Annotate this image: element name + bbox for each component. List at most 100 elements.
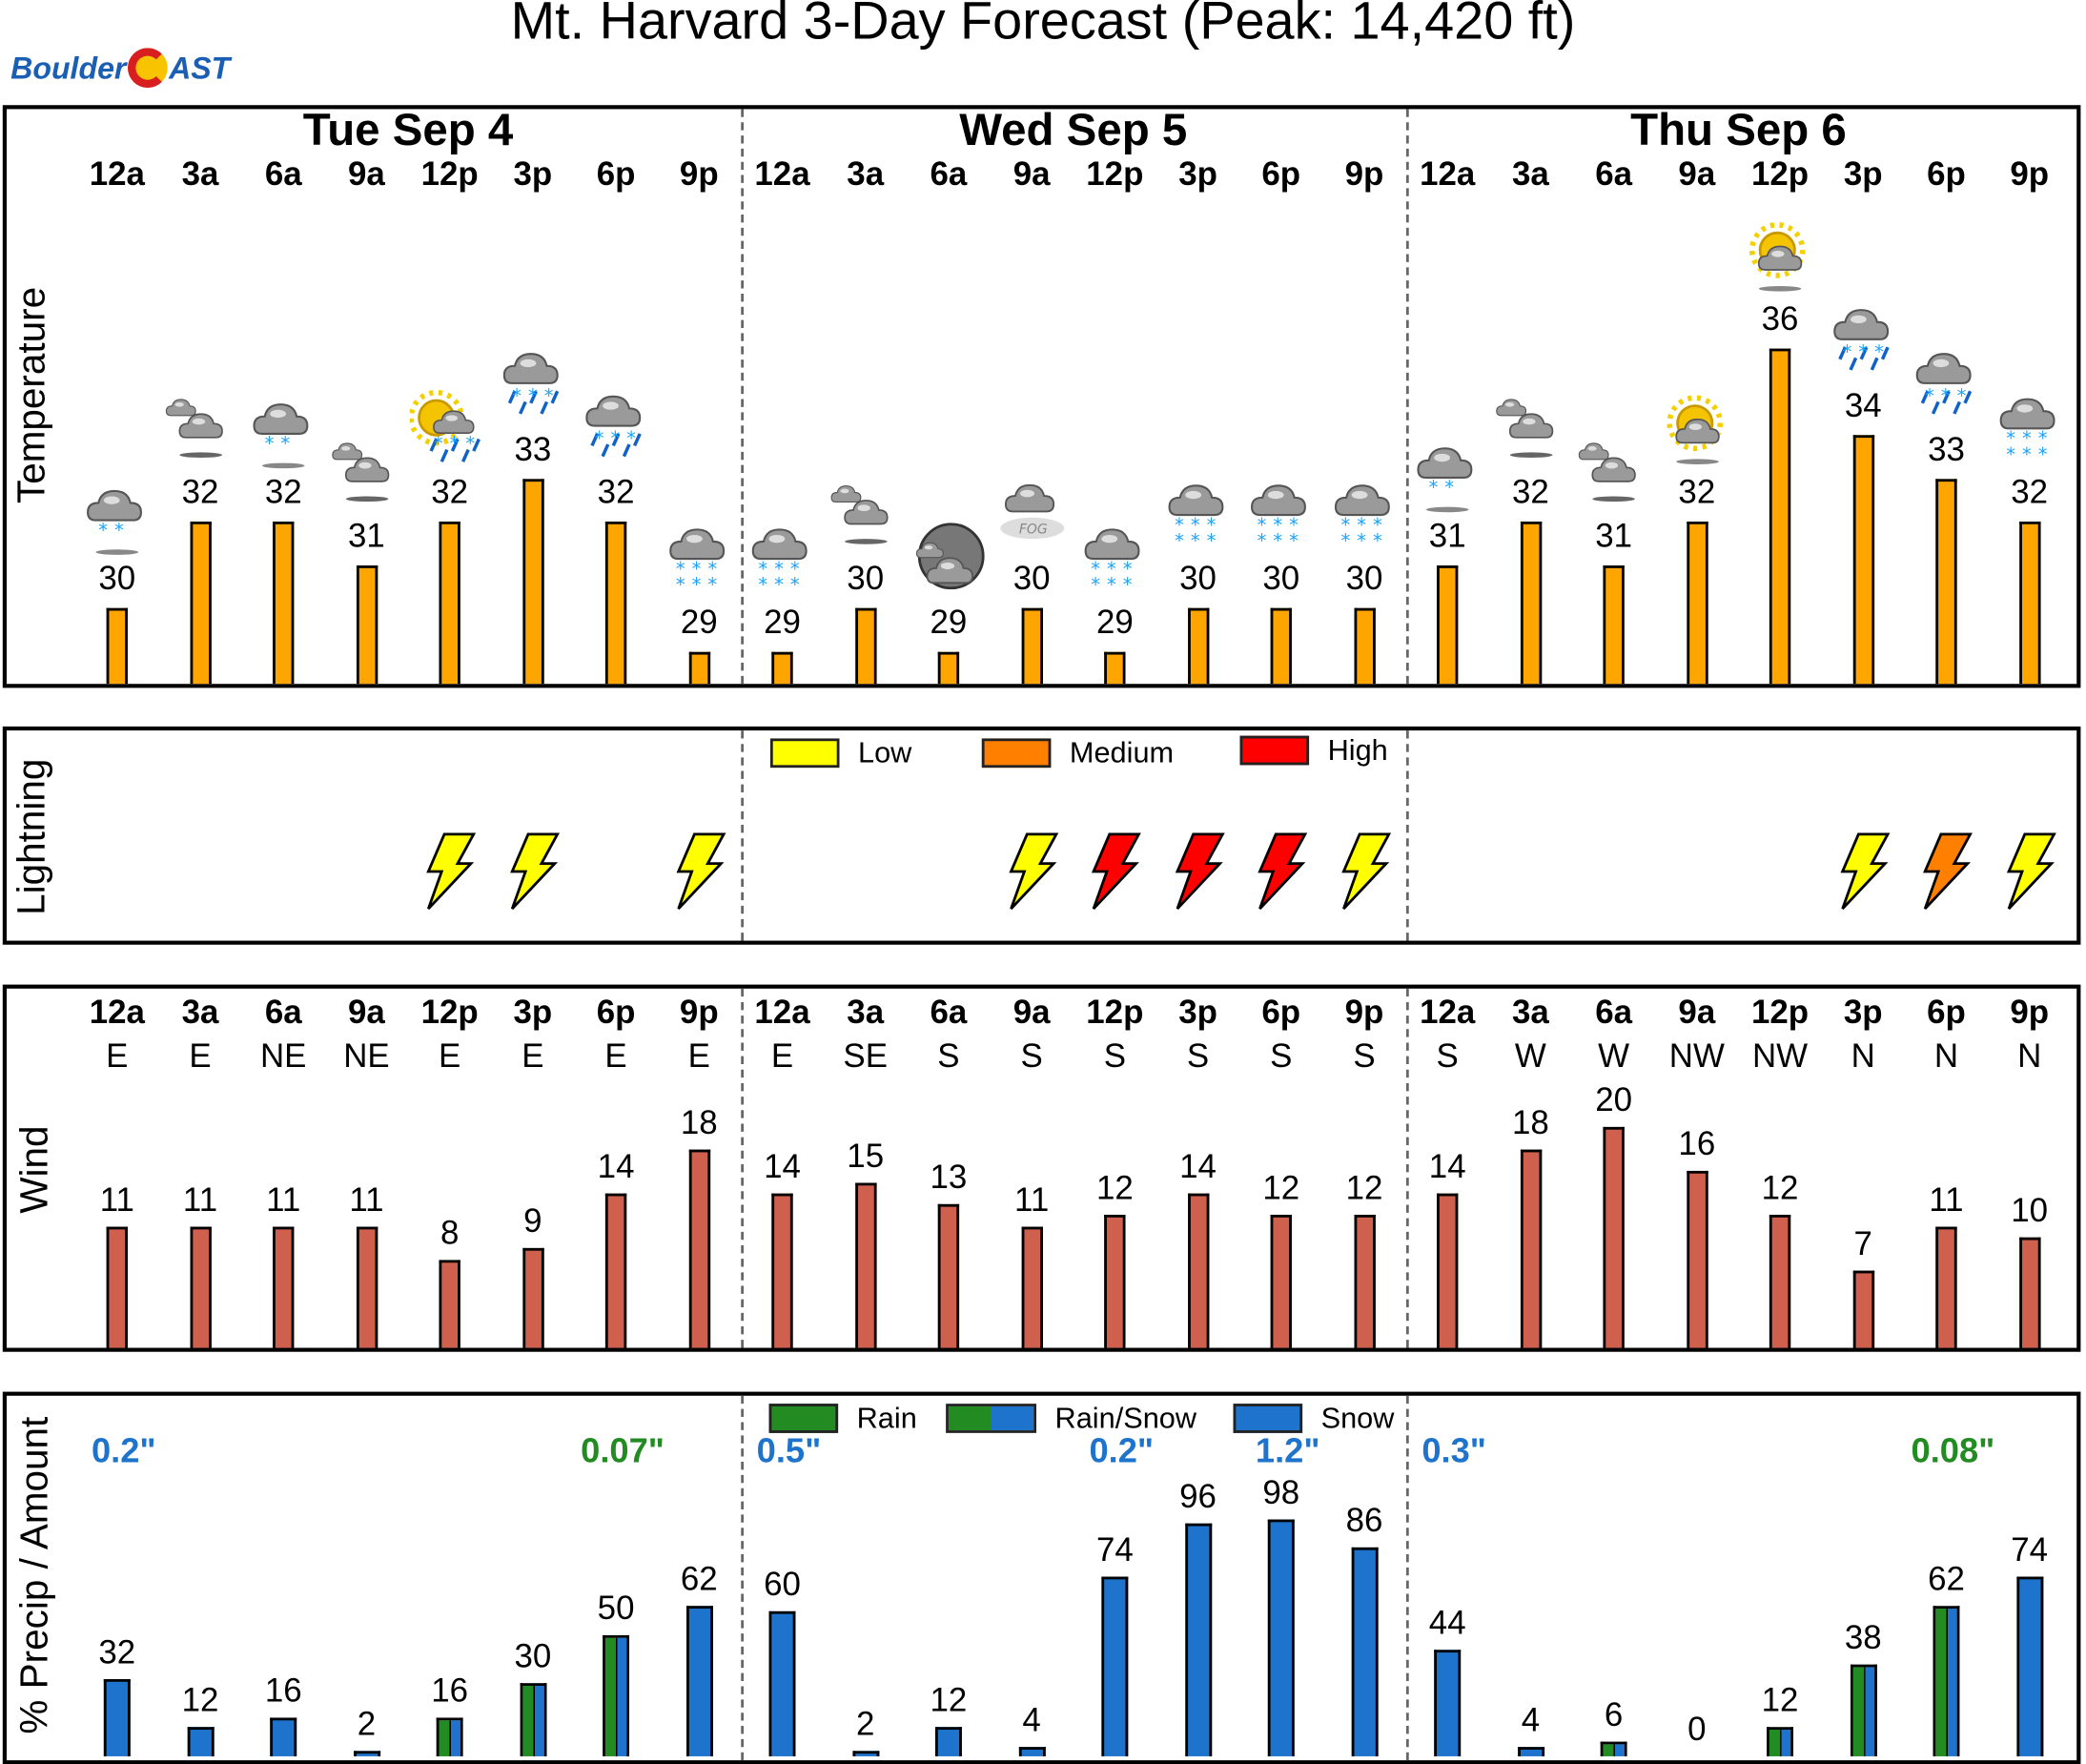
wind-bar [1187,1193,1209,1348]
snow-icon: * * * * * * [1990,389,2070,478]
temperature-value: 32 [1678,473,1716,512]
wind-value: 11 [182,1180,218,1219]
precip-axis-label: % Precip / Amount [13,1416,57,1734]
legend-swatch-medium [981,738,1052,769]
temperature-value: 32 [2011,473,2049,512]
hour-label: 6p [1927,155,1966,194]
snow-icon: * * * * * * [659,519,739,607]
wind-direction: E [189,1037,212,1076]
wind-bar [854,1181,876,1348]
lightning-bolt-low-icon [423,831,477,918]
precip-bar-snow [851,1751,879,1756]
svg-text:*: * [691,573,701,595]
precip-value: 12 [1761,1682,1799,1720]
day-label: Tue Sep 4 [302,105,514,156]
precip-value: 4 [1521,1701,1541,1739]
svg-text:*: * [610,427,620,449]
precip-value: 4 [1022,1701,1041,1739]
day-divider [1405,988,1409,1348]
svg-text:*: * [1107,573,1116,595]
svg-text:*: * [790,557,800,579]
svg-text:*: * [1190,530,1199,552]
day-divider [741,730,745,941]
temperature-value: 31 [1595,517,1633,555]
precip-bar-snow [768,1610,796,1756]
svg-text:*: * [1372,530,1381,552]
hour-label: 12p [1750,994,1810,1032]
wind-bar [1520,1149,1542,1348]
hour-label: 6a [930,994,968,1032]
svg-text:*: * [691,557,701,579]
wind-direction: S [937,1037,960,1076]
light-snow-icon: * * [243,389,323,478]
precip-value: 74 [2011,1531,2049,1569]
wind-value: 7 [1853,1225,1872,1263]
wind-bar [1020,1226,1043,1348]
legend-label-snow: Snow [1320,1401,1395,1435]
temperature-bar [273,522,295,685]
hour-label: 3p [513,155,553,194]
precip-amount: 0.2" [91,1430,156,1470]
wind-value: 11 [349,1180,384,1219]
wind-value: 14 [1179,1147,1217,1186]
temperature-bar [1437,564,1459,685]
wind-bar [356,1226,378,1348]
wind-bar [1437,1193,1459,1348]
svg-text:*: * [2021,427,2031,449]
wind-value: 18 [1512,1103,1549,1141]
lightning-bolt-medium-icon [1920,831,1974,918]
svg-text:*: * [1289,514,1299,536]
hour-label: 12a [89,155,145,194]
temperature-bar [1686,522,1708,685]
legend-swatch-snow [1233,1404,1303,1433]
svg-text:*: * [626,427,636,449]
temperature-value: 31 [348,517,385,555]
svg-text:*: * [675,573,685,595]
hour-label: 9p [1344,994,1384,1032]
wind-direction: S [1186,1037,1210,1076]
temperature-bar [937,651,960,685]
temperature-bar [1104,651,1126,685]
wind-value: 11 [1014,1180,1050,1219]
snow-icon: * * * * * * [743,519,823,607]
svg-text:*: * [465,433,475,455]
hour-label: 6a [1595,155,1633,194]
precip-bar-snow [353,1751,380,1756]
hour-label: 12p [1086,994,1144,1032]
snow-icon: * * * * * * [1158,475,1238,564]
wind-value: 11 [266,1180,301,1219]
precip-bar-snow [270,1717,297,1756]
mix-icon: * * * [1907,345,1987,434]
hour-label: 12a [754,155,810,194]
wind-value: 14 [764,1147,801,1186]
precip-value: 2 [357,1706,377,1744]
precip-amount: 0.5" [756,1430,822,1470]
temperature-bar [1353,607,1376,685]
hour-label: 6p [596,994,636,1032]
hour-label: 3p [1843,994,1883,1032]
wind-value: 16 [1678,1125,1716,1163]
precip-value: 38 [1844,1618,1882,1657]
temperature-value: 32 [181,473,219,512]
svg-text:*: * [1372,514,1381,536]
hour-label: 3a [1512,994,1549,1032]
cloudy-icon [327,432,407,521]
snow-icon: * * * * * * [1241,475,1321,564]
wind-direction: E [770,1037,794,1076]
precip-bar-snow [1517,1746,1544,1756]
svg-text:*: * [1444,476,1454,498]
svg-text:*: * [2021,443,2031,465]
day-divider [741,1395,745,1761]
temperature-value: 30 [98,560,136,598]
hour-label: 6a [264,155,302,194]
hour-label: 3p [513,994,553,1032]
wind-direction: NE [343,1037,390,1076]
legend-swatch-low [769,738,840,769]
temperature-value: 32 [597,473,635,512]
precip-amount: 0.2" [1089,1430,1155,1470]
wind-value: 13 [930,1159,968,1197]
svg-text:*: * [1091,557,1100,579]
wind-direction: NE [259,1037,307,1076]
temperature-bar [854,607,876,685]
